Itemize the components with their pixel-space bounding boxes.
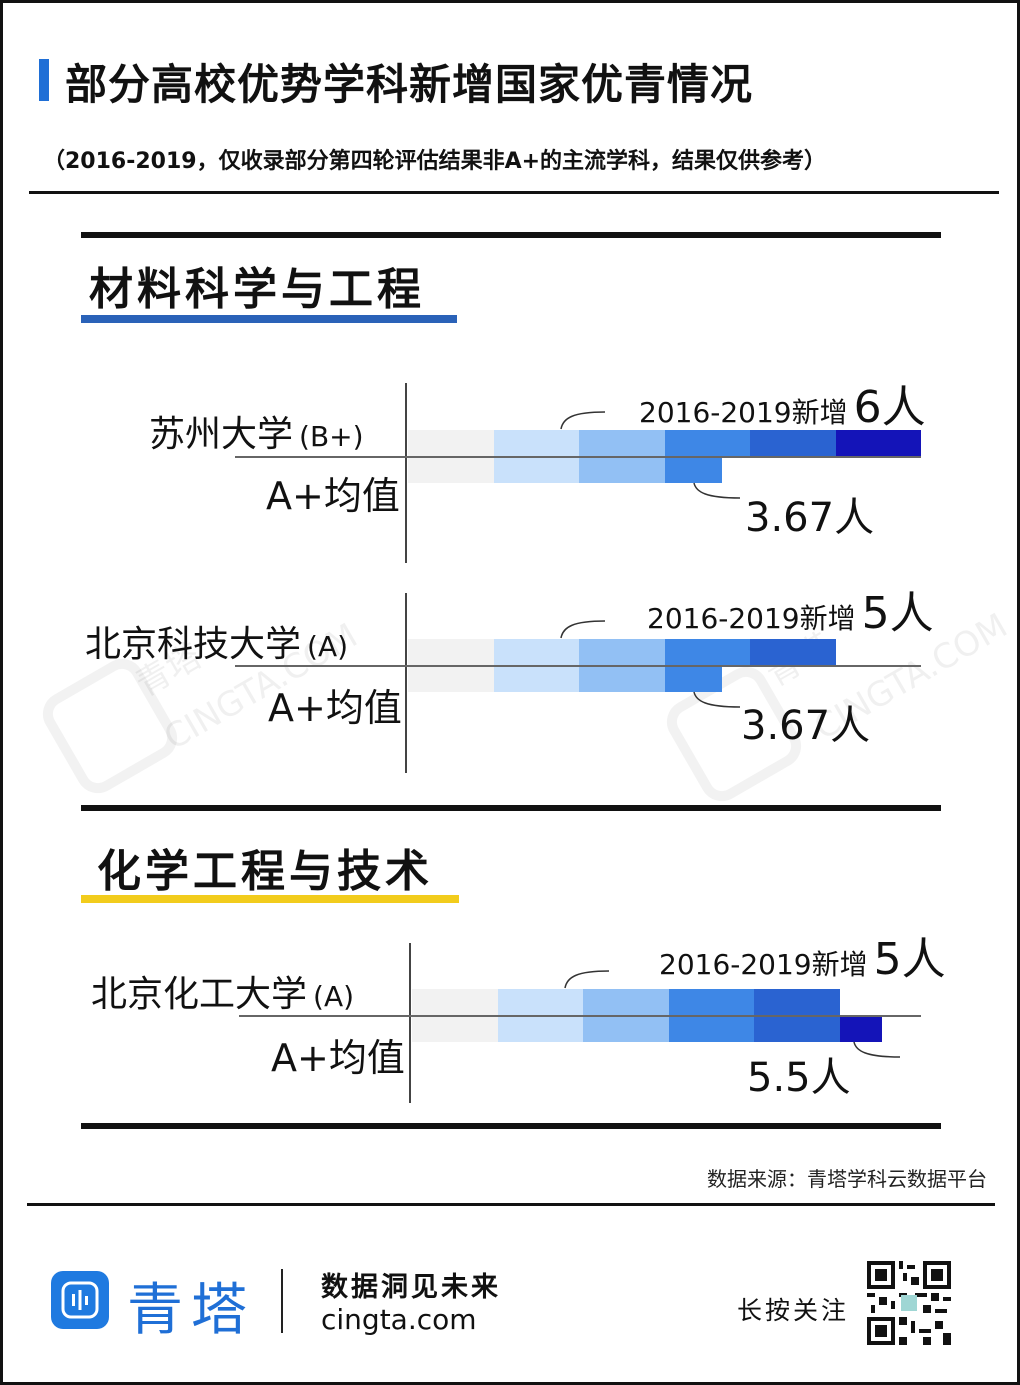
baseline [235,665,921,667]
bar-segment-avg [664,666,722,692]
university-label: 苏州大学 (B+) [149,405,364,457]
bar-segment-avg [579,457,665,483]
bar-segment-avg [583,1016,669,1042]
brand-logo-icon [51,1271,109,1329]
section-underline-materials [81,315,457,323]
bar-segment-new [750,639,836,665]
bar-segment-new [668,989,754,1015]
bar-segment-new [493,430,579,456]
section-title-chemeng: 化学工程与技术 [97,846,433,897]
brand-url[interactable]: cingta.com [321,1303,477,1336]
bar-segment-new [579,430,665,456]
section-top-rule [81,805,941,811]
bar-segment-new [408,639,494,665]
brand-name: 青塔 [127,1278,255,1343]
new-value-number: 5人 [873,934,946,985]
bar-segment-new [754,989,840,1015]
page-subtitle: （2016-2019，仅收录部分第四轮评估结果非A+的主流学科，结果仅供参考） [43,149,827,174]
leader-line-top [560,620,606,639]
new-value-annotation: 2016-2019新增 6人 [639,371,926,435]
university-label: 北京化工大学 (A) [91,965,354,1017]
university-grade: (A) [307,630,349,663]
university-name: 北京科技大学 [85,624,302,665]
brand-slogan: 数据洞见未来 [321,1272,501,1303]
university-grade: (A) [313,980,355,1013]
bar-segment-avg [839,1016,883,1042]
bar-segment-avg [497,1016,583,1042]
bar-segment-new [664,430,750,456]
bar-segment-avg [493,666,579,692]
section-top-rule [81,232,941,238]
avg-row-label: A+均值 [266,474,400,518]
new-value-label: 2016-2019新增 [639,396,848,429]
new-value-label: 2016-2019新增 [647,602,856,635]
section-title-materials: 材料科学与工程 [89,264,425,315]
bar-segment-avg [493,457,579,483]
new-value-number: 5人 [861,588,934,639]
section-underline-chemeng [81,895,459,903]
bar-segment-new [835,430,921,456]
footer-divider [27,1203,995,1206]
new-value-label: 2016-2019新增 [659,948,868,981]
leader-line-top [564,970,610,989]
baseline [235,456,921,458]
bar-segment-new [664,639,750,665]
avg-value-annotation: 3.67人 [741,703,871,749]
header-divider [29,191,999,194]
data-source: 数据来源：青塔学科云数据平台 [707,1167,987,1191]
page-title: 部分高校优势学科新增国家优青情况 [65,60,754,109]
section-bottom-rule [81,1123,941,1129]
bar-segment-new [412,989,498,1015]
bar-segment-new [493,639,579,665]
bar-segment-avg [668,1016,754,1042]
new-value-annotation: 2016-2019新增 5人 [647,577,934,641]
bar-segment-new [579,639,665,665]
bar-segment-new [750,430,836,456]
bar-segment-avg [408,666,494,692]
chart-axis [409,943,411,1103]
avg-value-annotation: 5.5人 [747,1055,851,1101]
baseline [239,1015,921,1017]
qr-code-icon[interactable] [867,1261,951,1345]
bar-segment-new [408,430,494,456]
leader-line-bottom [693,482,740,499]
university-grade: (B+) [299,420,364,453]
new-value-number: 6人 [853,382,926,433]
bar-segment-avg [412,1016,498,1042]
university-name: 苏州大学 [149,414,294,455]
bar-segment-avg [754,1016,840,1042]
bar-segment-avg [408,457,494,483]
new-value-annotation: 2016-2019新增 5人 [659,923,946,987]
leader-line-top [560,411,606,430]
university-label: 北京科技大学 (A) [85,615,348,667]
bar-segment-new [583,989,669,1015]
follow-prompt: 长按关注 [737,1296,850,1325]
chart-axis [405,383,407,563]
avg-row-label: A+均值 [268,686,402,730]
avg-value-annotation: 3.67人 [745,495,875,541]
title-accent-bar [39,59,49,101]
university-name: 北京化工大学 [91,974,308,1015]
bar-segment-avg [664,457,722,483]
footer-separator [281,1269,283,1333]
bar-segment-avg [579,666,665,692]
avg-row-label: A+均值 [271,1036,405,1080]
leader-line-bottom [693,691,740,708]
bar-segment-new [497,989,583,1015]
leader-line-bottom [853,1041,901,1058]
chart-axis [405,593,407,773]
